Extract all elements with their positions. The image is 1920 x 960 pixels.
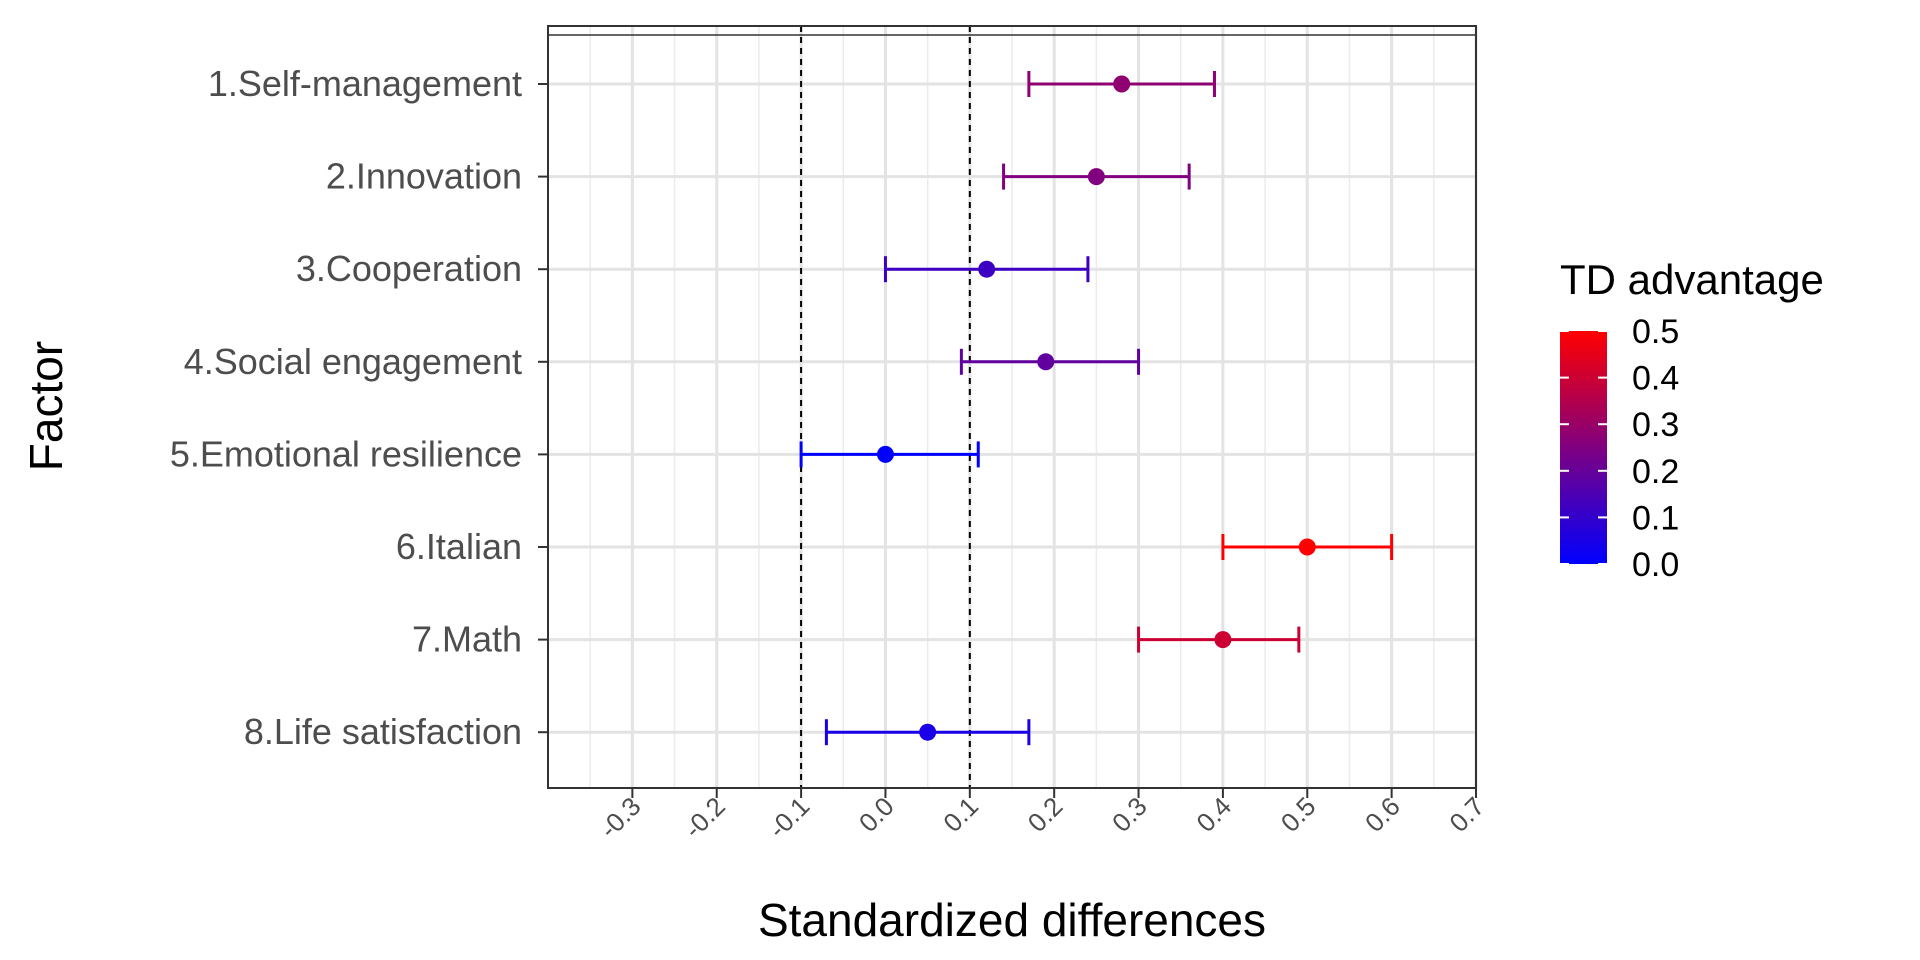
x-tick-label: 0.2: [1022, 791, 1069, 838]
data-point: [876, 445, 894, 463]
y-tick-label: 3.Cooperation: [296, 248, 522, 289]
x-tick-label: 0.4: [1190, 791, 1237, 838]
grid-lines: [548, 26, 1478, 788]
colorbar: [1560, 331, 1607, 564]
x-tick-label: 0.6: [1359, 791, 1406, 838]
data-point: [1087, 168, 1105, 186]
legend-label: 0.4: [1632, 360, 1679, 398]
data-point: [1037, 353, 1055, 371]
x-tick-label: -0.3: [594, 791, 647, 844]
legend: TD advantage 0.5 0.4 0.3 0.2 0.1 0.0: [1560, 256, 1824, 584]
legend-label: 0.5: [1632, 313, 1679, 351]
x-tick-label: 0.1: [937, 791, 984, 838]
legend-label: 0.3: [1632, 406, 1679, 444]
y-tick-label: 2.Innovation: [326, 156, 522, 197]
panel-border: [547, 25, 1477, 789]
y-tick-label: 7.Math: [412, 619, 522, 660]
legend-label: 0.0: [1632, 546, 1679, 584]
y-tick-label: 5.Emotional resilience: [170, 433, 522, 474]
legend-labels: 0.5 0.4 0.3 0.2 0.1 0.0: [1560, 313, 1679, 584]
legend-label: 0.1: [1632, 499, 1679, 537]
data-point: [919, 723, 937, 741]
legend-label: 0.2: [1632, 453, 1679, 491]
reference-lines: [800, 26, 971, 788]
y-tick-label: 4.Social engagement: [184, 341, 522, 382]
y-tick-label: 1.Self-management: [208, 63, 522, 104]
data-point: [978, 260, 996, 278]
x-tick-label: -0.2: [678, 791, 731, 844]
x-tick-label: 0.0: [853, 791, 900, 838]
y-axis-title: Factor: [20, 341, 72, 471]
y-tick-label: 8.Life satisfaction: [244, 711, 522, 752]
data-point: [1214, 631, 1232, 649]
data-point: [1298, 538, 1316, 556]
legend-title: TD advantage: [1560, 256, 1824, 303]
x-tick-label: 0.3: [1106, 791, 1153, 838]
data-point: [1113, 75, 1131, 93]
x-axis-title: Standardized differences: [758, 894, 1266, 946]
y-tick-label: 6.Italian: [396, 526, 522, 567]
data-layer: [799, 71, 1394, 746]
x-tick-label: 0.5: [1275, 791, 1322, 838]
x-tick-label: -0.1: [762, 791, 815, 844]
x-tick-label: 0.7: [1443, 791, 1490, 838]
